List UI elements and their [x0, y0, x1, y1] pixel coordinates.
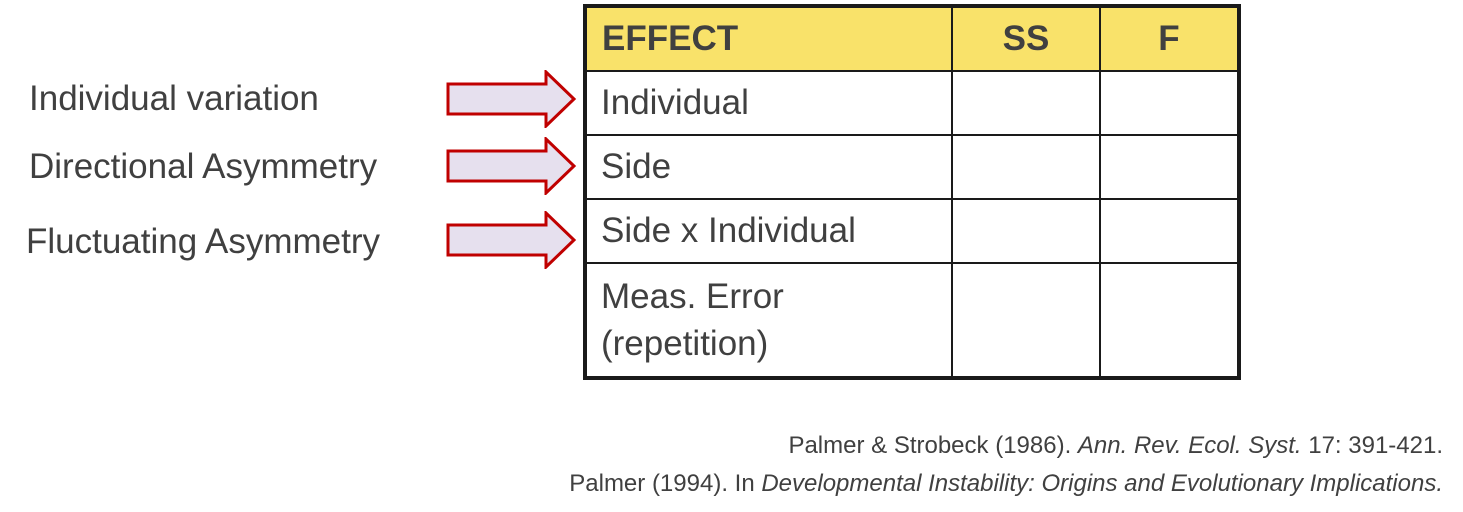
effect-line: (repetition): [601, 324, 769, 363]
table-row: Meas. Error (repetition): [584, 262, 1240, 379]
right-arrow-icon: [446, 137, 577, 195]
f-cell: [1099, 262, 1240, 379]
ss-cell: [951, 70, 1101, 136]
effect-cell: Side x Individual: [584, 198, 953, 264]
ss-cell: [951, 262, 1101, 379]
header-ss: SS: [951, 5, 1101, 72]
ref-authors: Palmer & Strobeck (1986).: [788, 432, 1078, 459]
f-cell: [1099, 70, 1240, 136]
table-row: Side x Individual: [584, 198, 1240, 264]
ref-details: 17: 391-421.: [1301, 432, 1443, 459]
effect-line: Meas. Error: [601, 276, 784, 316]
references: Palmer & Strobeck (1986). Ann. Rev. Ecol…: [569, 427, 1443, 503]
ref-book: Developmental Instability: Origins and E…: [761, 470, 1443, 497]
effect-cell: Individual: [584, 70, 953, 136]
table-header-row: EFFECT SS F: [584, 5, 1240, 72]
header-effect: EFFECT: [584, 5, 953, 72]
label-individual-variation: Individual variation: [29, 79, 319, 118]
label-fluctuating-asymmetry: Fluctuating Asymmetry: [26, 222, 380, 261]
ref-authors: Palmer (1994). In: [569, 470, 762, 497]
ss-cell: [951, 198, 1101, 264]
right-arrow-icon: [446, 211, 577, 269]
table-row: Side: [584, 134, 1240, 200]
effect-cell: Side: [584, 134, 953, 200]
ss-cell: [951, 134, 1101, 200]
f-cell: [1099, 134, 1240, 200]
right-arrow-icon: [446, 70, 577, 128]
header-f: F: [1099, 5, 1240, 72]
anova-table: EFFECT SS F Individual Side Side x Indiv…: [583, 4, 1241, 380]
effect-cell: Meas. Error (repetition): [584, 262, 953, 379]
reference-line: Palmer (1994). In Developmental Instabil…: [569, 465, 1443, 503]
table-row: Individual: [584, 70, 1240, 136]
ref-journal: Ann. Rev. Ecol. Syst.: [1077, 432, 1302, 459]
reference-line: Palmer & Strobeck (1986). Ann. Rev. Ecol…: [569, 427, 1443, 465]
label-directional-asymmetry: Directional Asymmetry: [29, 147, 378, 186]
f-cell: [1099, 198, 1240, 264]
